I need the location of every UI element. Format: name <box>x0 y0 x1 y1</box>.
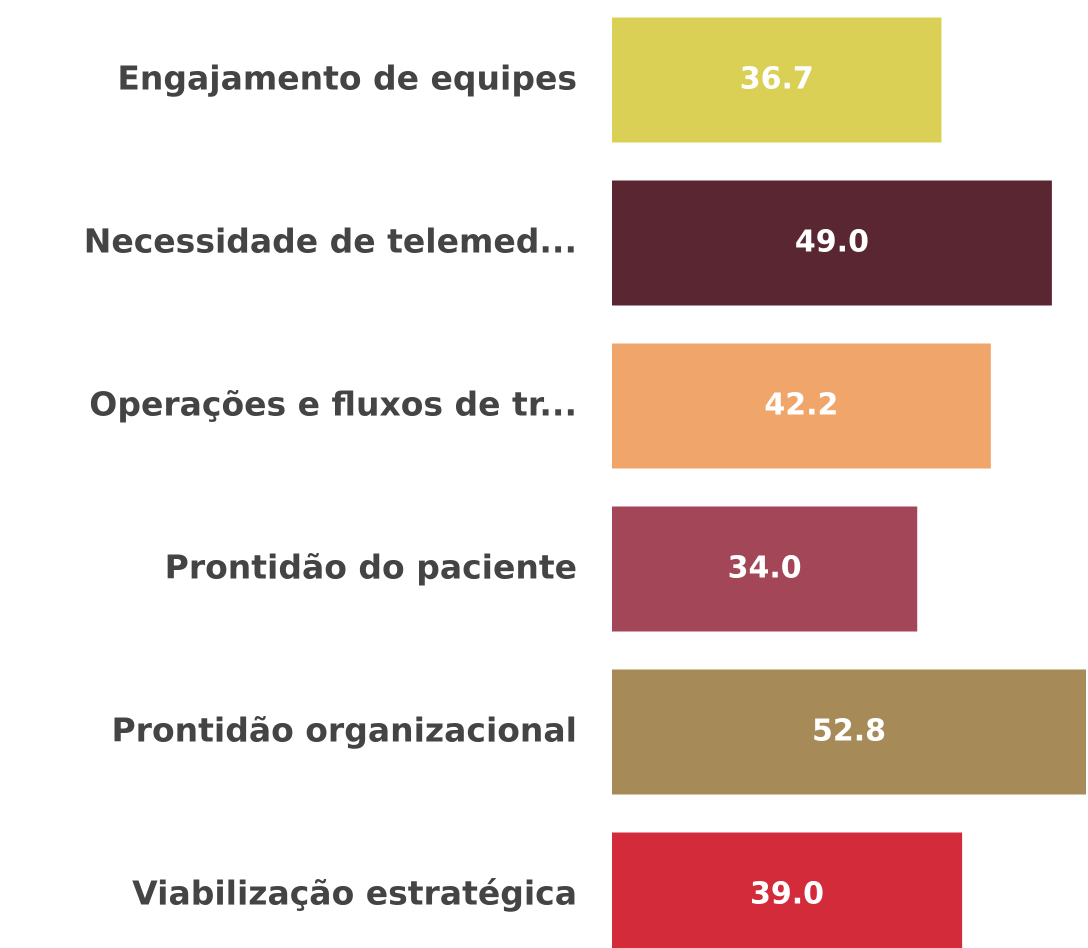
value-label: 34.0 <box>728 551 802 586</box>
value-label: 36.7 <box>740 62 814 97</box>
value-label: 42.2 <box>764 388 838 423</box>
category-label: Operações e fluxos de tr... <box>89 385 577 424</box>
bar <box>612 832 963 948</box>
category-label: Prontidão do paciente <box>165 548 577 587</box>
category-label: Necessidade de telemed... <box>84 222 577 261</box>
category-label: Prontidão organizacional <box>112 711 578 750</box>
bar <box>612 180 1052 306</box>
value-label: 49.0 <box>795 225 869 260</box>
value-label: 52.8 <box>812 714 886 749</box>
category-label: Engajamento de equipes <box>117 59 577 98</box>
bar <box>612 669 1086 795</box>
value-label: 39.0 <box>750 877 824 912</box>
bar <box>612 506 918 632</box>
bar <box>612 343 991 469</box>
bar <box>612 17 942 143</box>
category-label: Viabilização estratégica <box>132 874 577 913</box>
